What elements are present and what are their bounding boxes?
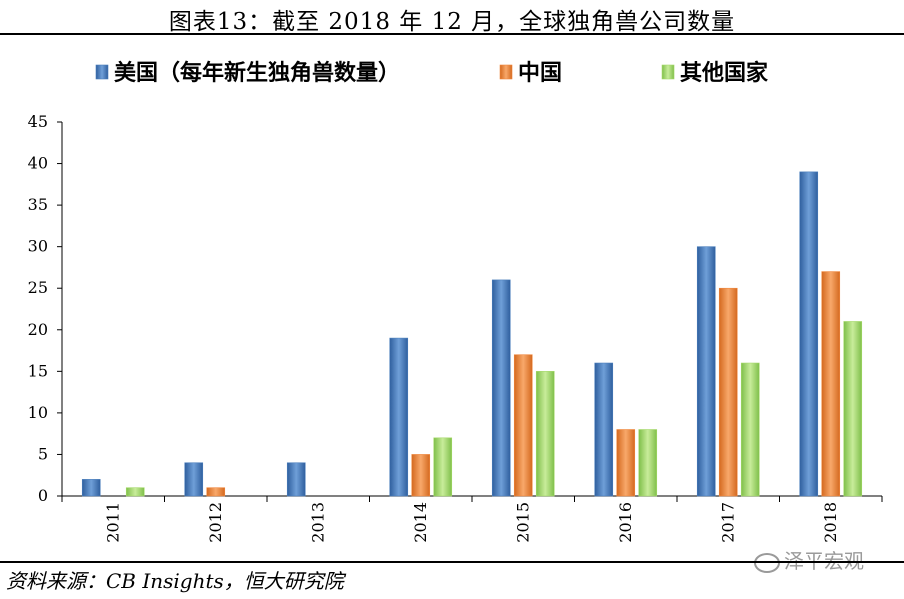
x-tick-label: 2016 — [616, 502, 635, 543]
bar — [491, 279, 511, 497]
y-tick-label: 15 — [28, 361, 48, 380]
x-tick-label: 2015 — [513, 502, 532, 543]
bar — [206, 487, 226, 497]
bar — [696, 246, 716, 497]
bars — [81, 171, 863, 497]
y-tick-label: 35 — [28, 195, 48, 214]
y-tick-label: 40 — [28, 154, 48, 173]
bar — [843, 321, 863, 497]
x-tick-label: 2012 — [206, 502, 225, 543]
y-tick-label: 45 — [28, 112, 48, 131]
y-tick-label: 30 — [28, 237, 48, 256]
x-tick-label: 2017 — [718, 502, 737, 543]
source-note: 资料来源：CB Insights，恒大研究院 — [6, 569, 344, 593]
bar — [184, 462, 204, 497]
bar — [411, 454, 431, 497]
y-tick-label: 20 — [28, 320, 48, 339]
x-tick-label: 2014 — [411, 502, 430, 543]
legend-swatch — [499, 64, 513, 80]
bar — [740, 362, 760, 497]
source-rule — [0, 561, 904, 563]
x-tick-label: 2013 — [308, 502, 327, 543]
y-tick-label: 25 — [28, 278, 48, 297]
bar — [81, 479, 101, 497]
bar — [125, 487, 145, 497]
x-tick-label: 2011 — [103, 502, 122, 543]
legend-swatch — [95, 64, 109, 80]
bar — [433, 437, 453, 497]
bar — [286, 462, 306, 497]
bar — [821, 271, 841, 497]
bar — [799, 171, 819, 497]
legend-label: 其他国家 — [680, 60, 769, 86]
bar-chart: 美国（每年新生独角兽数量） 中国 其他国家 0 5 10 15 20 25 30 35 40 45 20… — [28, 60, 883, 543]
legend-label: 中国 — [518, 60, 562, 86]
y-tick-label: 0 — [38, 486, 48, 505]
axes: 0 5 10 15 20 25 30 35 40 45 2011 2012 2013 2014 2015 20… — [28, 112, 883, 543]
bar — [389, 337, 409, 497]
legend-swatch — [661, 64, 675, 80]
chart-title: 图表13：截至 2018 年 12 月，全球独角兽公司数量 — [168, 9, 736, 35]
legend-label: 美国（每年新生独角兽数量） — [114, 60, 400, 86]
watermark: 泽平宏观 — [754, 545, 864, 574]
bar — [535, 371, 555, 497]
bar — [638, 429, 658, 497]
title-rule — [0, 33, 904, 35]
bar — [594, 362, 614, 497]
y-tick-label: 10 — [28, 403, 48, 422]
bar — [616, 429, 636, 497]
x-tick-label: 2018 — [821, 502, 840, 543]
y-tick-label: 5 — [38, 444, 48, 463]
legend: 美国（每年新生独角兽数量） 中国 其他国家 — [95, 60, 769, 86]
bar — [718, 287, 738, 497]
bar — [513, 354, 533, 497]
